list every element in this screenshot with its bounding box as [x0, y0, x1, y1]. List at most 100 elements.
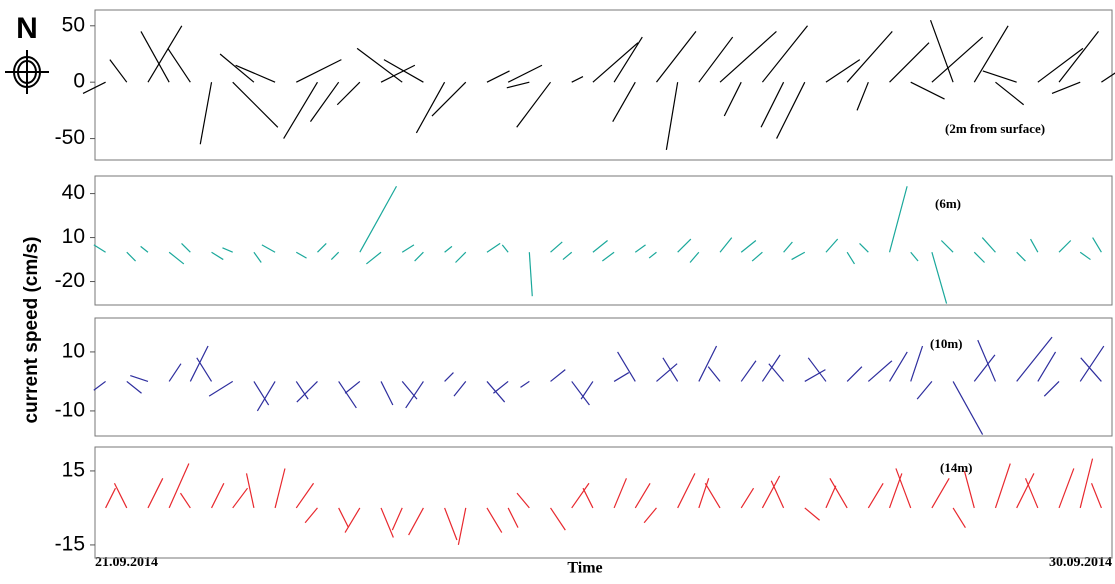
current-stick — [109, 59, 128, 83]
current-stick — [804, 369, 826, 382]
current-stick — [295, 381, 309, 400]
current-stick — [516, 81, 552, 128]
current-stick — [455, 251, 467, 263]
current-stick — [181, 243, 191, 253]
current-stick — [235, 64, 276, 83]
current-stick — [414, 251, 424, 262]
current-stick — [829, 478, 848, 509]
current-stick — [977, 339, 997, 382]
y-tick-label: 40 — [62, 181, 85, 204]
y-tick-label: 15 — [62, 458, 85, 481]
current-stick — [940, 240, 954, 253]
current-stick — [295, 251, 307, 259]
current-stick — [791, 251, 806, 261]
panel-frame — [94, 175, 1113, 306]
x-start-label: 21.09.2014 — [95, 555, 158, 570]
current-stick — [317, 243, 327, 253]
current-stick — [929, 19, 954, 83]
current-stick — [889, 351, 908, 382]
current-stick — [344, 507, 361, 533]
current-stick — [295, 482, 315, 509]
current-stick — [1079, 345, 1105, 382]
panel-frame — [94, 446, 1113, 559]
current-stick — [261, 244, 276, 253]
current-stick — [93, 380, 106, 391]
current-stick — [761, 475, 781, 509]
current-stick — [245, 473, 255, 509]
depth-annotation: (14m) — [940, 460, 973, 475]
current-stick — [571, 76, 584, 83]
current-stick — [1079, 458, 1094, 509]
y-tick-label: -15 — [55, 532, 85, 555]
current-stick — [617, 351, 636, 382]
current-stick — [571, 482, 590, 509]
current-stick — [582, 487, 594, 509]
current-stick — [401, 244, 415, 253]
current-stick — [1051, 81, 1081, 95]
current-stick — [856, 81, 869, 111]
current-stick — [761, 25, 808, 83]
current-stick — [846, 251, 855, 265]
current-stick — [677, 238, 692, 253]
current-stick — [457, 507, 467, 546]
y-tick-label: -50 — [55, 126, 85, 149]
compass-label: N — [16, 12, 38, 45]
current-stick — [507, 507, 519, 528]
y-tick-label: 0 — [73, 70, 85, 93]
current-stick — [147, 25, 183, 83]
current-stick — [405, 381, 424, 409]
current-stick — [147, 478, 164, 509]
current-stick — [520, 380, 530, 388]
current-stick — [507, 64, 543, 83]
current-stick — [253, 251, 262, 263]
current-stick — [431, 81, 467, 117]
current-stick — [222, 247, 233, 253]
current-stick — [356, 47, 403, 83]
current-stick — [274, 468, 286, 509]
current-stick — [665, 82, 679, 150]
current-stick — [415, 81, 446, 134]
current-stick — [140, 245, 149, 253]
current-stick — [365, 251, 382, 265]
current-stick — [550, 369, 566, 382]
current-stick — [296, 381, 318, 403]
current-stick — [982, 70, 1017, 83]
current-stick — [602, 251, 615, 262]
current-stick — [656, 363, 678, 382]
current-stick — [380, 64, 416, 83]
current-stick — [740, 360, 757, 382]
current-stick — [344, 380, 361, 394]
y-tick-label: -10 — [55, 398, 85, 421]
current-stick — [698, 36, 734, 83]
y-axis-label: current speed (cm/s) — [21, 237, 42, 424]
current-stick — [256, 381, 276, 412]
current-stick — [931, 478, 950, 509]
current-stick — [807, 357, 827, 382]
current-stick — [804, 507, 820, 521]
stick-series — [93, 185, 1102, 304]
current-stick — [168, 363, 182, 382]
current-stick — [952, 507, 966, 528]
current-stick — [1016, 336, 1053, 382]
current-stick — [592, 240, 608, 253]
current-stick — [1016, 251, 1026, 262]
current-stick — [571, 381, 590, 406]
current-stick — [550, 507, 566, 531]
current-stick — [304, 507, 318, 524]
current-stick — [613, 478, 627, 509]
current-stick — [179, 492, 191, 509]
current-stick — [296, 59, 342, 83]
current-stick — [973, 251, 985, 263]
panel-frame — [94, 317, 1113, 437]
current-stick — [330, 251, 340, 260]
current-stick — [643, 507, 657, 524]
current-stick — [689, 251, 700, 263]
current-stick — [592, 42, 639, 83]
current-stick — [391, 507, 403, 531]
current-stick — [760, 81, 785, 128]
current-stick — [168, 251, 185, 265]
panel-frame — [94, 9, 1113, 161]
current-stick — [1101, 72, 1115, 83]
stick-series — [82, 19, 1115, 150]
